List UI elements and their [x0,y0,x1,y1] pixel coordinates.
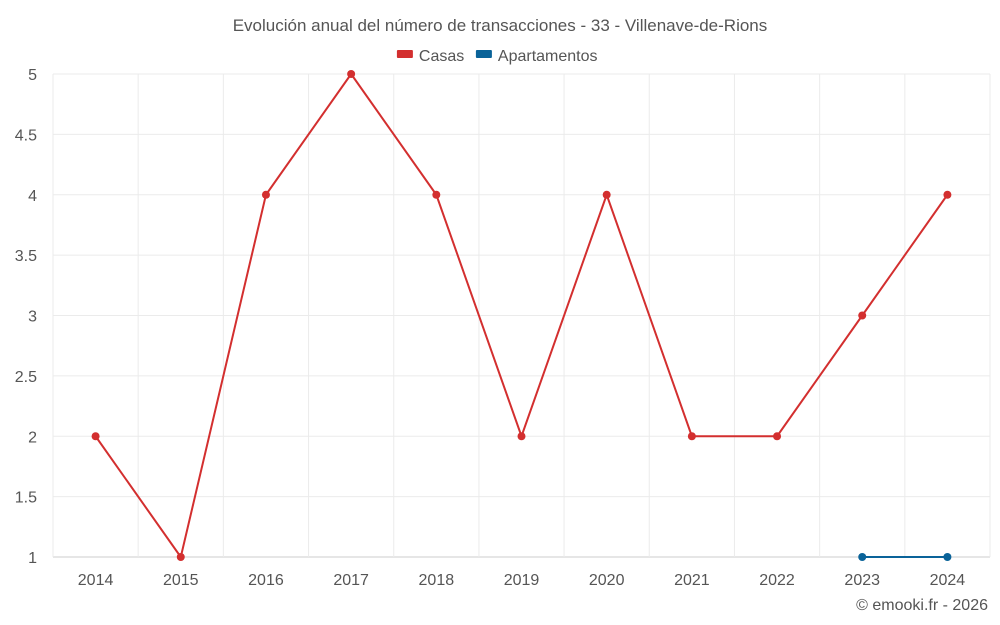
data-point-casas[interactable] [347,70,356,78]
data-point-casas[interactable] [943,190,952,199]
x-tick-label: 2017 [333,572,369,589]
data-point-casas[interactable] [517,432,526,441]
y-tick-label: 4.5 [15,127,37,144]
data-point-casas[interactable] [432,190,441,199]
y-tick-label: 4 [28,188,37,205]
x-tick-label: 2024 [930,572,966,589]
legend-swatch [475,50,492,58]
x-tick-label: 2015 [163,572,199,589]
data-point-casas[interactable] [91,432,100,441]
y-tick-label: 3 [28,309,37,326]
y-tick-label: 2 [28,429,37,446]
x-tick-label: 2020 [589,572,625,589]
data-point-casas[interactable] [261,190,270,199]
x-tick-label: 2014 [78,572,114,589]
legend-item-apartamentos[interactable]: Apartamentos [475,48,598,65]
legend: Casas Apartamentos [396,48,598,65]
chart-title: Evolución anual del número de transaccio… [233,16,768,35]
y-tick-label: 5 [28,67,37,84]
legend-label: Casas [419,48,464,65]
grid [52,73,991,558]
axes: 1 1.5 2 2.5 3 3.5 4 4.5 5 2014 2015 2016 2017 2018 201… [15,67,966,589]
y-tick-label: 1.5 [15,490,37,507]
data-point-casas[interactable] [176,553,185,561]
data-point-casas[interactable] [858,311,867,320]
legend-swatch [396,50,413,58]
series-layer [91,70,952,561]
data-point-casas[interactable] [687,432,696,441]
data-point-casas[interactable] [602,190,611,199]
data-point-casas[interactable] [773,432,782,441]
y-tick-label: 2.5 [15,369,37,386]
data-point-apartamentos[interactable] [943,553,952,561]
x-tick-label: 2016 [248,572,284,589]
data-point-apartamentos[interactable] [858,553,867,561]
legend-label: Apartamentos [498,48,598,65]
x-tick-label: 2019 [504,572,540,589]
y-tick-label: 1 [28,550,37,567]
x-tick-label: 2022 [759,572,795,589]
y-tick-label: 3.5 [15,248,37,265]
credit-text: © emooki.fr - 2026 [856,597,988,614]
legend-item-casas[interactable]: Casas [396,48,464,65]
x-tick-label: 2023 [844,572,880,589]
x-tick-label: 2021 [674,572,710,589]
x-tick-label: 2018 [419,572,455,589]
